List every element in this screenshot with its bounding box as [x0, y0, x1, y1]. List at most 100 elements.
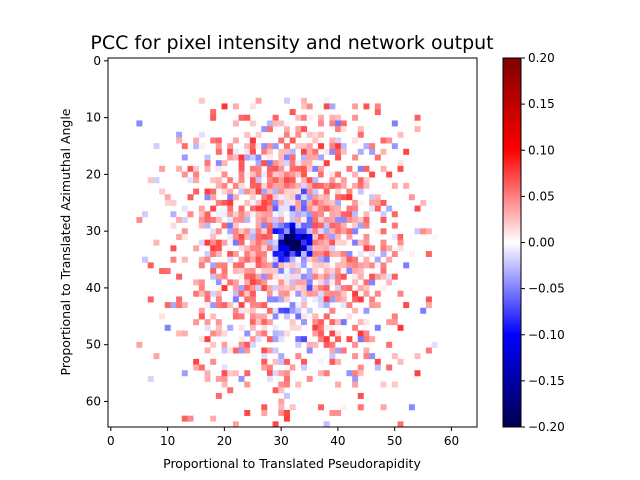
- heatmap-cell: [335, 262, 342, 269]
- heatmap-cell: [249, 143, 256, 150]
- heatmap-cell: [266, 171, 273, 178]
- heatmap-cell: [380, 251, 387, 257]
- heatmap-cell: [306, 154, 313, 161]
- heatmap-cell: [352, 290, 359, 297]
- heatmap-cell: [278, 251, 285, 257]
- heatmap-cell: [227, 370, 234, 377]
- heatmap-cell: [295, 353, 302, 360]
- heatmap-cell: [215, 165, 222, 172]
- heatmap-cell: [283, 251, 290, 257]
- heatmap-cell: [255, 154, 262, 161]
- heatmap-cell: [323, 188, 330, 195]
- heatmap-cell: [278, 336, 285, 343]
- heatmap-cell: [357, 222, 364, 229]
- heatmap-cell: [278, 387, 285, 394]
- heatmap-cell: [386, 245, 393, 252]
- heatmap-cell: [204, 239, 211, 246]
- heatmap-cell: [238, 205, 245, 212]
- heatmap-cell: [153, 177, 160, 184]
- heatmap-cell: [301, 302, 307, 309]
- heatmap-cell: [391, 319, 398, 326]
- heatmap-cell: [238, 313, 245, 320]
- heatmap-cell: [301, 160, 307, 167]
- heatmap-cell: [238, 285, 245, 292]
- heatmap-cell: [357, 285, 364, 292]
- heatmap-cell: [352, 381, 359, 388]
- heatmap-cell: [301, 199, 307, 206]
- heatmap-cell: [210, 194, 217, 201]
- heatmap-cell: [329, 177, 336, 184]
- heatmap-cell: [249, 251, 256, 257]
- heatmap-cell: [295, 364, 302, 371]
- heatmap-cell: [329, 353, 336, 360]
- heatmap-cell: [272, 268, 279, 275]
- heatmap-cell: [289, 199, 296, 206]
- heatmap-cell: [278, 358, 285, 365]
- heatmap-cell: [357, 182, 364, 189]
- heatmap-cell: [266, 251, 273, 257]
- heatmap-cell: [176, 216, 183, 223]
- heatmap-cell: [306, 313, 313, 320]
- heatmap-cell: [261, 319, 268, 326]
- heatmap-cell: [312, 268, 319, 275]
- heatmap-cell: [261, 251, 268, 257]
- heatmap-cell: [266, 296, 273, 303]
- heatmap-cell: [352, 370, 359, 377]
- heatmap-cell: [289, 182, 296, 189]
- heatmap-cell: [283, 97, 290, 104]
- heatmap-cell: [198, 143, 205, 150]
- heatmap-cell: [244, 233, 251, 240]
- heatmap-cell: [335, 211, 342, 218]
- heatmap-cell: [420, 199, 427, 206]
- heatmap-cell: [335, 143, 342, 150]
- heatmap-cell: [142, 211, 149, 218]
- heatmap-cell: [340, 211, 347, 218]
- colorbar-tick-label: −0.15: [528, 374, 565, 388]
- heatmap-cell: [215, 228, 222, 235]
- heatmap-cell: [306, 285, 313, 292]
- heatmap-cell: [283, 375, 290, 382]
- heatmap-cell: [301, 245, 307, 252]
- heatmap-cell: [181, 228, 188, 235]
- heatmap-cell: [295, 302, 302, 309]
- heatmap-cell: [323, 324, 330, 331]
- heatmap-cell: [340, 177, 347, 184]
- heatmap-cell: [312, 194, 319, 201]
- heatmap-cell: [255, 205, 262, 212]
- x-axis-label: Proportional to Translated Pseudorapidit…: [163, 456, 421, 471]
- heatmap-cell: [278, 239, 285, 246]
- heatmap-cell: [301, 313, 307, 320]
- heatmap-cell: [340, 120, 347, 127]
- heatmap-cell: [374, 194, 381, 201]
- heatmap-cell: [232, 279, 239, 286]
- heatmap-cell: [363, 319, 370, 326]
- heatmap-cell: [238, 228, 245, 235]
- heatmap-cell: [318, 239, 325, 246]
- heatmap-cell: [340, 285, 347, 292]
- heatmap-cell: [215, 143, 222, 150]
- heatmap-cell: [363, 330, 370, 337]
- heatmap-cell: [335, 154, 342, 161]
- heatmap-cell: [312, 182, 319, 189]
- heatmap-cell: [335, 188, 342, 195]
- heatmap-cell: [255, 171, 262, 178]
- colorbar-tick-label: 0.10: [528, 143, 555, 157]
- heatmap-cell: [255, 245, 262, 252]
- heatmap-cell: [323, 296, 330, 303]
- heatmap-cell: [329, 199, 336, 206]
- heatmap-cell: [329, 307, 336, 314]
- heatmap-cell: [301, 319, 307, 326]
- heatmap-cell: [335, 239, 342, 246]
- heatmap-cell: [420, 228, 427, 235]
- heatmap-cell: [181, 302, 188, 309]
- heatmap-cell: [272, 290, 279, 297]
- heatmap-cell: [249, 307, 256, 314]
- heatmap-cell: [272, 171, 279, 178]
- heatmap-cell: [232, 285, 239, 292]
- heatmap-cell: [283, 160, 290, 167]
- heatmap-cell: [278, 199, 285, 206]
- heatmap-cell: [215, 296, 222, 303]
- heatmap-cell: [352, 256, 359, 263]
- heatmap-cell: [176, 330, 183, 337]
- heatmap-cell: [227, 199, 234, 206]
